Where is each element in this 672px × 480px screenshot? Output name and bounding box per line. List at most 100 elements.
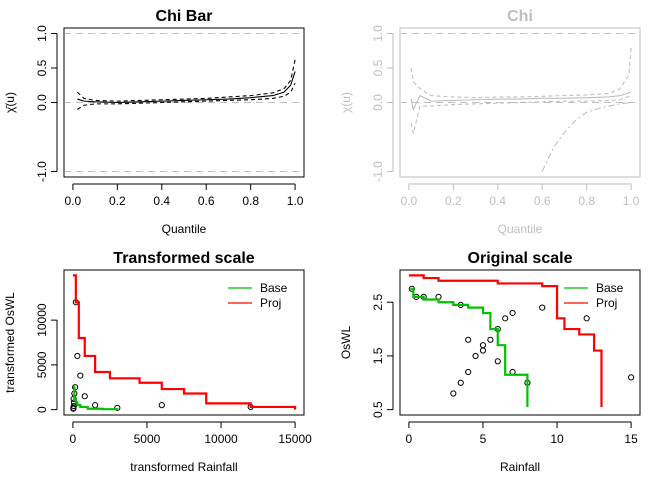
y-tick-label: 0.0 — [35, 94, 49, 111]
plot-frame — [63, 269, 305, 416]
y-tick-label: 0.5 — [35, 59, 49, 76]
panel-3: Transformed scale transformed Rainfall tra… — [3, 250, 312, 474]
scatter-point — [70, 405, 77, 412]
scatter-point — [472, 352, 479, 360]
y-axis: -1.0 0.0 0.5 1.0 — [35, 25, 58, 182]
plot-area — [70, 274, 297, 412]
y-axis-label: χ(u) — [339, 92, 353, 113]
x-tick-label: 5 — [480, 432, 487, 446]
y-tick-label: 1.0 — [371, 25, 385, 42]
scatter-point — [408, 285, 415, 292]
scatter-point — [450, 390, 457, 397]
scatter-point — [457, 379, 464, 386]
x-axis-label: Rainfall — [500, 460, 540, 474]
series-line-base — [410, 287, 529, 407]
scatter-point — [583, 315, 590, 322]
chart-title: Original scale — [468, 250, 573, 267]
series-line-base — [72, 386, 119, 411]
y-tick-label: 0.5 — [371, 59, 385, 76]
y-tick-label: 0.0 — [371, 94, 385, 111]
scatter-point — [114, 404, 121, 411]
x-tick-label: 10 — [550, 432, 564, 446]
scatter-point — [77, 372, 84, 379]
x-tick-label: 10000 — [204, 432, 238, 446]
series-line-proj — [72, 274, 297, 410]
scatter-points — [70, 299, 254, 412]
panel-2: Chi Quantile χ(u) 0.0 0.2 0.4 0.6 0.8 1.0 -1.0 0.0… — [339, 8, 641, 236]
y-tick-label: 0 — [35, 406, 49, 413]
scatter-point — [465, 368, 472, 376]
x-tick-label: 0.2 — [109, 194, 126, 208]
scatter-point — [539, 304, 546, 311]
series-line-lower — [77, 82, 296, 110]
panel-4: Original scale Rainfall OsWL 0 5 10 15 0.5 1.5 2.… — [339, 250, 641, 474]
x-axis: 0 5 10 15 — [406, 421, 638, 446]
scatter-point — [509, 309, 516, 317]
scatter-point — [628, 374, 635, 381]
x-axis: 0.0 0.2 0.4 0.6 0.8 1.0 — [65, 183, 304, 208]
chart-title: Chi Bar — [156, 8, 213, 25]
x-tick-label: 15000 — [278, 432, 312, 446]
chart-title: Chi — [507, 8, 533, 25]
plot-area — [401, 33, 639, 172]
x-tick-label: 0 — [70, 432, 77, 446]
x-tick-label: 0.2 — [445, 194, 462, 208]
y-tick-label: 0.5 — [371, 401, 385, 418]
y-tick-label: -1.0 — [371, 161, 385, 182]
series-line-estimate — [410, 91, 632, 112]
y-axis-label: transformed OsWL — [3, 292, 17, 393]
x-tick-label: 0.4 — [153, 194, 170, 208]
x-tick-label: 5000 — [134, 432, 161, 446]
legend-label: Proj — [596, 296, 617, 310]
series-line-proj — [408, 274, 603, 407]
y-tick-label: 2.5 — [371, 294, 385, 311]
y-tick-label: 5000 — [35, 351, 49, 378]
x-tick-label: 0.0 — [65, 194, 82, 208]
series-line-lower — [410, 95, 632, 134]
scatter-point — [158, 402, 165, 409]
scatter-point — [487, 336, 494, 343]
chart-title: Transformed scale — [113, 250, 255, 267]
x-tick-label: 0.8 — [578, 194, 595, 208]
plot-frame — [399, 269, 641, 416]
y-tick-label: 1.5 — [371, 347, 385, 364]
y-axis: -1.0 0.0 0.5 1.0 — [371, 25, 394, 182]
plot-frame — [63, 27, 305, 178]
series-line-estimate — [77, 71, 296, 104]
series-line-upper — [76, 59, 296, 102]
x-axis-label: transformed Rainfall — [130, 460, 237, 474]
x-tick-label: 0.0 — [401, 194, 418, 208]
y-axis: 0.5 1.5 2.5 — [371, 294, 394, 418]
scatter-point — [479, 342, 487, 349]
legend-label: Proj — [260, 296, 281, 310]
y-axis-label: χ̄(u) — [3, 92, 17, 113]
x-axis-label: Quantile — [498, 222, 543, 236]
plot-area — [408, 274, 635, 407]
x-tick-label: 1.0 — [287, 194, 304, 208]
series-line-upper — [410, 47, 632, 99]
y-axis-label: OsWL — [339, 326, 353, 360]
y-tick-label: -1.0 — [35, 161, 49, 182]
y-axis: 0 5000 10000 — [35, 303, 58, 413]
x-tick-label: 0 — [406, 432, 413, 446]
x-tick-label: 0.6 — [534, 194, 551, 208]
scatter-point — [502, 315, 509, 322]
x-tick-label: 15 — [624, 432, 638, 446]
legend-label: Base — [260, 281, 288, 295]
plot-frame — [399, 27, 641, 178]
y-tick-label: 1.0 — [35, 25, 49, 42]
y-tick-label: 10000 — [35, 303, 49, 337]
x-tick-label: 0.8 — [242, 194, 259, 208]
scatter-point — [479, 347, 487, 354]
scatter-point — [494, 358, 501, 365]
x-axis-label: Quantile — [162, 222, 207, 236]
x-axis: 0.0 0.2 0.4 0.6 0.8 1.0 — [401, 183, 640, 208]
legend-label: Base — [596, 281, 624, 295]
series-line-independence-bound — [541, 101, 632, 172]
x-tick-label: 0.4 — [489, 194, 506, 208]
scatter-point — [74, 352, 81, 360]
